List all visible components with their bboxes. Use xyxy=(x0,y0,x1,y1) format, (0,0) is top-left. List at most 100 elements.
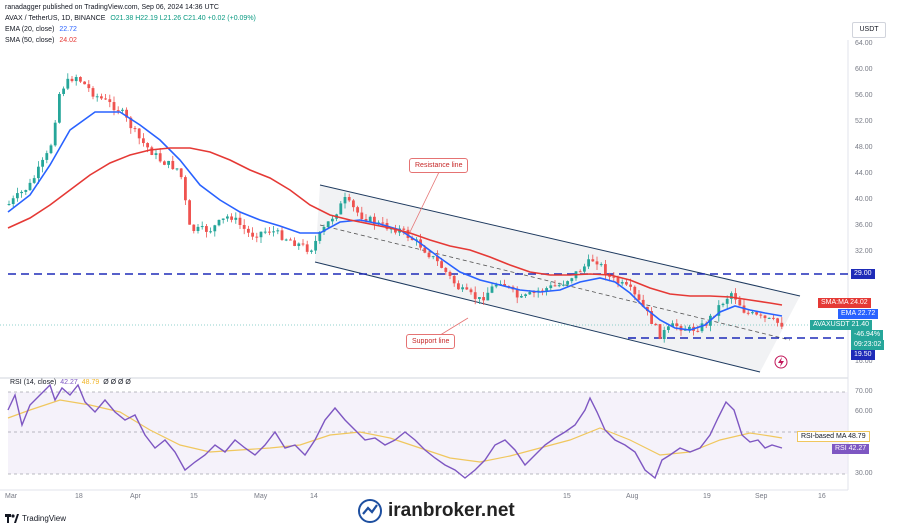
rsi-legend-value2: 48.79 xyxy=(81,379,100,386)
symbol-line: AVAX / TetherUS, 1D, BINANCE O21.38 H22.… xyxy=(5,14,256,24)
level-high-tag: 29.00 xyxy=(851,269,875,279)
candle-body xyxy=(583,266,586,272)
candle-body xyxy=(641,299,645,307)
candle-body xyxy=(272,231,275,233)
timer-tag: 09:23:02 xyxy=(851,340,885,350)
candle-body xyxy=(305,244,309,252)
candle-body xyxy=(494,284,498,287)
candle-body xyxy=(154,153,158,155)
candle-body xyxy=(104,98,107,100)
candle-body xyxy=(717,305,721,316)
candle-body xyxy=(268,231,271,233)
candle-body xyxy=(53,122,57,146)
sma-legend-label: SMA (50, close) xyxy=(5,37,55,44)
rsi-legend-label: RSI (14, close) xyxy=(10,379,57,386)
candle-body xyxy=(20,191,23,194)
candle-body xyxy=(7,204,11,206)
candle-body xyxy=(133,128,137,130)
candle-body xyxy=(599,264,603,266)
candle-body xyxy=(557,285,561,287)
tradingview-brand: TradingView xyxy=(22,514,67,523)
candle-body xyxy=(402,228,406,230)
rsi-legend-value1: 42.27 xyxy=(60,379,78,386)
candle-body xyxy=(667,326,670,331)
candle-body xyxy=(238,217,242,225)
resistance-annotation: Resistance line xyxy=(409,158,469,173)
candle-body xyxy=(763,315,767,319)
candle-body xyxy=(209,231,212,233)
candle-body xyxy=(515,289,519,298)
candle-body xyxy=(205,226,208,232)
candle-body xyxy=(234,217,238,220)
ema-legend-value: 22.72 xyxy=(59,26,77,33)
price-tick: 60.00 xyxy=(855,66,873,73)
candle-body xyxy=(322,227,326,232)
candle-body xyxy=(469,289,473,293)
candle-body xyxy=(129,117,133,129)
candle-body xyxy=(284,239,288,241)
price-tick: 56.00 xyxy=(855,92,873,99)
candle-body xyxy=(448,271,452,276)
candle-body xyxy=(192,224,196,231)
candle-body xyxy=(578,271,582,273)
candle-body xyxy=(431,256,435,258)
candle-body xyxy=(41,159,44,167)
candle-body xyxy=(360,212,364,219)
candle-body xyxy=(482,297,485,301)
candle-body xyxy=(364,218,368,222)
ema-legend-label: EMA (20, close) xyxy=(5,26,55,33)
candle-body xyxy=(74,77,78,82)
candle-body xyxy=(562,284,565,286)
time-tick: 14 xyxy=(310,493,318,500)
candle-body xyxy=(570,278,574,282)
candle-body xyxy=(616,277,620,284)
candle-body xyxy=(730,293,733,299)
time-tick: May xyxy=(254,493,268,500)
candle-body xyxy=(457,283,460,290)
candle-body xyxy=(137,128,141,139)
candle-body xyxy=(381,222,385,224)
candle-body xyxy=(125,109,128,118)
rsi-legend[interactable]: RSI (14, close) 42.27 48.79 Ø Ø Ø Ø xyxy=(10,378,131,388)
symbol-title[interactable]: AVAX / TetherUS, 1D, BINANCE xyxy=(5,15,106,22)
candle-body xyxy=(520,296,523,298)
candle-body xyxy=(650,311,653,324)
candle-body xyxy=(62,88,65,94)
candle-body xyxy=(423,247,427,253)
candle-body xyxy=(633,286,637,295)
candle-body xyxy=(175,168,179,170)
candle-body xyxy=(16,193,19,199)
sma-legend[interactable]: SMA (50, close) 24.02 xyxy=(5,36,77,46)
tradingview-footer[interactable]: TradingView xyxy=(5,514,66,523)
candle-body xyxy=(200,226,204,228)
currency-button[interactable]: USDT xyxy=(852,22,886,38)
ema-legend[interactable]: EMA (20, close) 22.72 xyxy=(5,25,77,35)
candle-body xyxy=(503,283,506,287)
price-tick: 64.00 xyxy=(855,40,873,47)
candle-body xyxy=(289,239,292,241)
candle-body xyxy=(230,216,233,220)
candle-body xyxy=(410,237,414,241)
candle-body xyxy=(112,102,116,111)
candle-body xyxy=(196,226,200,231)
candle-body xyxy=(356,207,359,213)
candle-body xyxy=(780,322,784,327)
rsi-band xyxy=(8,392,848,474)
candle-body xyxy=(276,230,280,232)
candle-body xyxy=(532,292,536,294)
candle-body xyxy=(221,218,225,220)
candle-body xyxy=(440,261,443,268)
candle-body xyxy=(66,78,70,89)
candle-body xyxy=(79,77,82,82)
price-tick: 16.00 xyxy=(855,358,873,365)
time-tick: Mar xyxy=(5,493,18,500)
sma-line xyxy=(7,147,783,306)
candle-body xyxy=(263,231,267,233)
candle-body xyxy=(83,81,86,85)
candle-body xyxy=(755,312,758,315)
candle-body xyxy=(331,218,334,222)
watermark-text: iranbroker.net xyxy=(388,500,515,521)
rsi-tick: 70.00 xyxy=(855,388,873,395)
time-tick: Aug xyxy=(626,493,639,500)
